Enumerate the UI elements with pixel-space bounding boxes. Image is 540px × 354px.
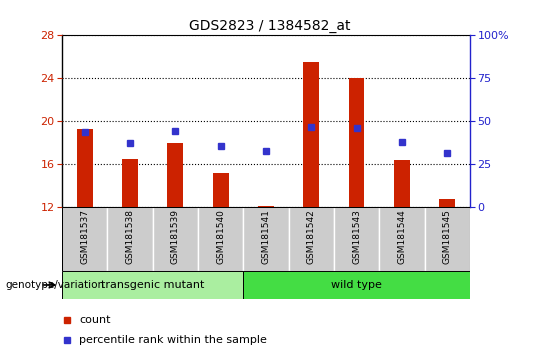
Bar [349, 78, 365, 207]
Text: transgenic mutant: transgenic mutant [101, 280, 204, 290]
Bar [258, 206, 274, 207]
Bar [394, 160, 410, 207]
Text: GDS2823 / 1384582_at: GDS2823 / 1384582_at [189, 19, 351, 34]
Bar [198, 207, 244, 271]
Text: percentile rank within the sample: percentile rank within the sample [79, 335, 267, 345]
Bar [424, 207, 470, 271]
Text: GSM181543: GSM181543 [352, 209, 361, 264]
Bar [122, 159, 138, 207]
Text: GSM181544: GSM181544 [397, 209, 406, 264]
Text: genotype/variation: genotype/variation [5, 280, 105, 290]
Bar [288, 207, 334, 271]
Text: GSM181540: GSM181540 [216, 209, 225, 264]
Text: GSM181542: GSM181542 [307, 209, 316, 264]
Bar [303, 62, 319, 207]
Text: GSM181545: GSM181545 [443, 209, 451, 264]
Text: GSM181539: GSM181539 [171, 209, 180, 264]
Bar [77, 129, 93, 207]
Bar [167, 143, 183, 207]
Text: GSM181541: GSM181541 [261, 209, 271, 264]
Bar [62, 207, 107, 271]
Bar [334, 207, 379, 271]
Bar [153, 207, 198, 271]
Bar [213, 173, 228, 207]
Text: wild type: wild type [331, 280, 382, 290]
Bar [244, 271, 470, 299]
Text: count: count [79, 315, 111, 325]
Text: GSM181538: GSM181538 [126, 209, 134, 264]
Bar [62, 271, 244, 299]
Bar [439, 199, 455, 207]
Bar [379, 207, 424, 271]
Bar [107, 207, 153, 271]
Text: GSM181537: GSM181537 [80, 209, 89, 264]
Bar [244, 207, 288, 271]
